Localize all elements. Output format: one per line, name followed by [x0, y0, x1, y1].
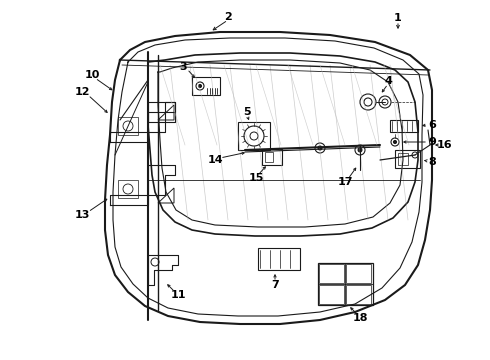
- Circle shape: [318, 146, 322, 150]
- Text: 18: 18: [352, 313, 368, 323]
- Text: 2: 2: [224, 12, 232, 22]
- Text: 17: 17: [337, 177, 353, 187]
- Bar: [265, 152, 273, 162]
- Text: 4: 4: [384, 76, 392, 86]
- Bar: [398, 153, 408, 165]
- Text: 10: 10: [84, 70, 99, 80]
- Text: 9: 9: [428, 137, 436, 147]
- Text: 15: 15: [248, 173, 264, 183]
- Bar: [318, 263, 373, 305]
- Bar: [346, 285, 371, 304]
- Text: 14: 14: [207, 155, 223, 165]
- Bar: [346, 264, 371, 283]
- Text: 6: 6: [428, 120, 436, 130]
- Text: 16: 16: [437, 140, 453, 150]
- Bar: [319, 264, 344, 283]
- Text: 1: 1: [394, 13, 402, 23]
- Text: 8: 8: [428, 157, 436, 167]
- Text: 3: 3: [179, 62, 187, 72]
- Text: 7: 7: [271, 280, 279, 290]
- Bar: [390, 120, 418, 132]
- Bar: [262, 149, 282, 165]
- Text: 11: 11: [170, 290, 186, 300]
- Text: 13: 13: [74, 210, 90, 220]
- Bar: [258, 248, 300, 270]
- Bar: [395, 150, 420, 168]
- Bar: [118, 180, 138, 198]
- Text: 12: 12: [74, 87, 90, 97]
- Bar: [319, 285, 344, 304]
- Circle shape: [393, 140, 396, 144]
- Bar: [238, 122, 270, 150]
- Bar: [118, 117, 138, 135]
- Circle shape: [198, 85, 201, 87]
- Circle shape: [358, 148, 362, 152]
- Text: 5: 5: [243, 107, 251, 117]
- Bar: [192, 77, 220, 95]
